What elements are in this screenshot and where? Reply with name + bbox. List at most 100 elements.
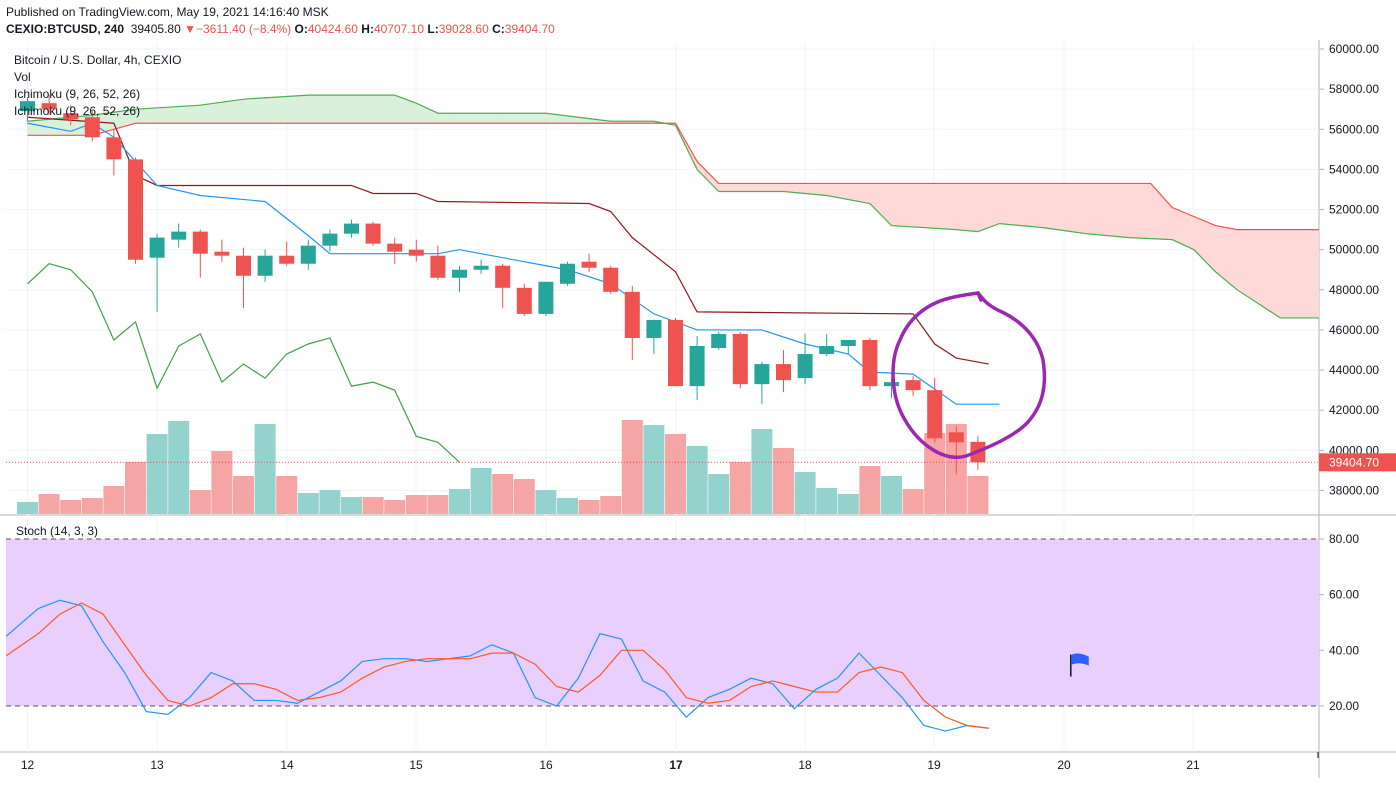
volume-bar <box>384 500 406 514</box>
candle-body <box>41 103 57 110</box>
candle-body <box>646 319 662 338</box>
x-tick-label: 21 <box>1186 758 1200 772</box>
x-tick-label: 12 <box>21 758 35 772</box>
candle-body <box>149 237 165 258</box>
kumo-cloud-segment <box>902 183 914 228</box>
last-price-tag-label: 39404.70 <box>1329 455 1379 469</box>
volume-bar <box>470 468 492 514</box>
kumo-cloud-segment <box>1096 183 1108 236</box>
kumo-cloud-segment <box>297 94 309 124</box>
kumo-cloud-segment <box>275 96 287 124</box>
kumo-cloud-segment <box>1118 183 1130 238</box>
legend-vol[interactable]: Vol <box>14 70 31 84</box>
x-tick-label: 13 <box>150 758 164 772</box>
candle-body <box>344 223 359 234</box>
kumo-cloud-segment <box>912 183 925 228</box>
kumo-cloud-segment <box>1193 216 1205 262</box>
legend-ichimoku-2[interactable]: Ichimoku (9, 26, 52, 26) <box>14 104 141 118</box>
kumo-cloud-segment <box>27 119 39 136</box>
legend-ichimoku-1[interactable]: Ichimoku (9, 26, 52, 26) <box>14 87 141 101</box>
candle-body <box>106 137 122 160</box>
kumo-cloud-segment <box>264 96 277 124</box>
kumo-cloud-segment <box>1128 183 1141 239</box>
tenkan-sen-line <box>27 122 1000 405</box>
kumo-cloud-segment <box>200 103 212 124</box>
candle-body <box>322 233 338 246</box>
volume-bar <box>729 462 751 514</box>
kumo-cloud-segment <box>1139 183 1151 239</box>
kumo-cloud-segment <box>999 183 1011 225</box>
kumo-cloud-segment <box>815 183 827 196</box>
kumo-cloud-segment <box>178 105 190 124</box>
volume-bar <box>427 495 449 514</box>
kumo-cloud-segment <box>308 94 320 124</box>
candle-body <box>689 346 705 387</box>
kumo-cloud-segment <box>1301 229 1313 319</box>
annotation-circle <box>891 291 1047 459</box>
kumo-cloud-segment <box>156 106 169 124</box>
kumo-cloud-segment <box>243 98 255 124</box>
volume-bar <box>125 462 146 514</box>
y-tick-label: 50000.00 <box>1329 243 1379 257</box>
stoch-y-tick-label: 20.00 <box>1329 699 1359 713</box>
kumo-cloud-segment <box>1031 183 1043 228</box>
stoch-y-tick-label: 40.00 <box>1329 643 1359 657</box>
kumo-cloud-segment <box>524 112 536 124</box>
candle-body <box>516 287 532 314</box>
x-tick-label: 20 <box>1057 758 1071 772</box>
candle-body <box>300 245 316 264</box>
kijun-sen-line <box>27 116 989 365</box>
volume-bar <box>902 489 924 514</box>
kumo-cloud-segment <box>837 183 849 200</box>
y-tick-label: 46000.00 <box>1329 323 1379 337</box>
kumo-cloud-segment <box>718 183 730 192</box>
volume-bar <box>881 476 902 514</box>
candle-body <box>538 281 554 314</box>
kumo-cloud-segment <box>1182 211 1195 251</box>
kumo-cloud-segment <box>340 94 352 124</box>
volume-bar <box>967 476 989 514</box>
volume-bar <box>513 479 535 514</box>
kumo-cloud-segment <box>1020 183 1033 227</box>
volume-bar <box>168 421 190 514</box>
candle-body <box>776 364 791 381</box>
volume-bar <box>557 498 578 514</box>
kumo-cloud-segment <box>167 106 179 124</box>
kumo-cloud-segment <box>858 183 871 204</box>
candle-body <box>560 263 575 284</box>
kumo-cloud-segment <box>750 183 763 192</box>
candle-body <box>495 265 511 288</box>
volume-bar <box>665 434 686 514</box>
kumo-cloud-segment <box>729 183 741 192</box>
candle-body <box>711 333 727 349</box>
legend-stoch[interactable]: Stoch (14, 3, 3) <box>16 524 99 538</box>
stoch-pane <box>6 599 989 732</box>
kumo-cloud-segment <box>1042 183 1054 230</box>
x-tick-label: 15 <box>409 758 423 772</box>
y-tick-label: 60000.00 <box>1329 42 1379 56</box>
kumo-cloud-segment <box>1258 229 1270 312</box>
candle-body <box>128 159 143 260</box>
volume-bar <box>319 490 341 514</box>
kumo-cloud-segment <box>988 183 1000 229</box>
candle-body <box>84 117 100 138</box>
kumo-cloud-segment <box>189 104 201 124</box>
kumo-cloud-segment <box>1150 182 1162 240</box>
kumo-cloud-segment <box>491 112 503 124</box>
main-pane <box>6 94 1319 514</box>
last-price-tag <box>1319 453 1396 472</box>
volume-bar <box>535 490 557 514</box>
y-tick-label: 42000.00 <box>1329 403 1379 417</box>
volume-bar <box>578 500 600 514</box>
candle-body <box>365 223 381 244</box>
x-tick-label: 18 <box>798 758 812 772</box>
kumo-cloud-segment <box>534 112 547 124</box>
kumo-cloud-segment <box>362 94 374 124</box>
kumo-cloud-segment <box>146 107 158 124</box>
volume-bar <box>254 424 276 514</box>
kumo-cloud-segment <box>351 94 363 124</box>
kumo-cloud-segment <box>934 183 946 230</box>
candle-body <box>473 265 489 270</box>
volume-bar <box>405 495 427 514</box>
